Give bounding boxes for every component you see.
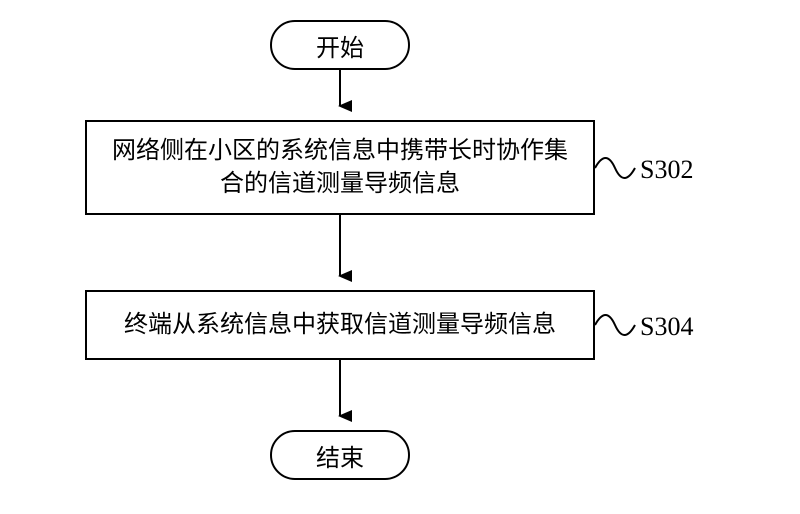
end-node: 结束 bbox=[270, 430, 410, 480]
label-connector-s304 bbox=[595, 315, 635, 335]
step-label-s302-text: S302 bbox=[640, 155, 693, 184]
process-s304: 终端从系统信息中获取信道测量导频信息 bbox=[85, 290, 595, 360]
process-s302: 网络侧在小区的系统信息中携带长时协作集 合的信道测量导频信息 bbox=[85, 120, 595, 215]
step-label-s304: S304 bbox=[640, 312, 693, 342]
s304-line1: 终端从系统信息中获取信道测量导频信息 bbox=[124, 309, 556, 341]
step-label-s302: S302 bbox=[640, 155, 693, 185]
start-label: 开始 bbox=[316, 28, 364, 63]
end-label: 结束 bbox=[316, 438, 364, 473]
label-connector-s302 bbox=[595, 158, 635, 178]
s302-line1: 网络侧在小区的系统信息中携带长时协作集 bbox=[112, 138, 568, 164]
s302-line2: 合的信道测量导频信息 bbox=[220, 171, 460, 197]
step-label-s304-text: S304 bbox=[640, 312, 693, 341]
start-node: 开始 bbox=[270, 20, 410, 70]
